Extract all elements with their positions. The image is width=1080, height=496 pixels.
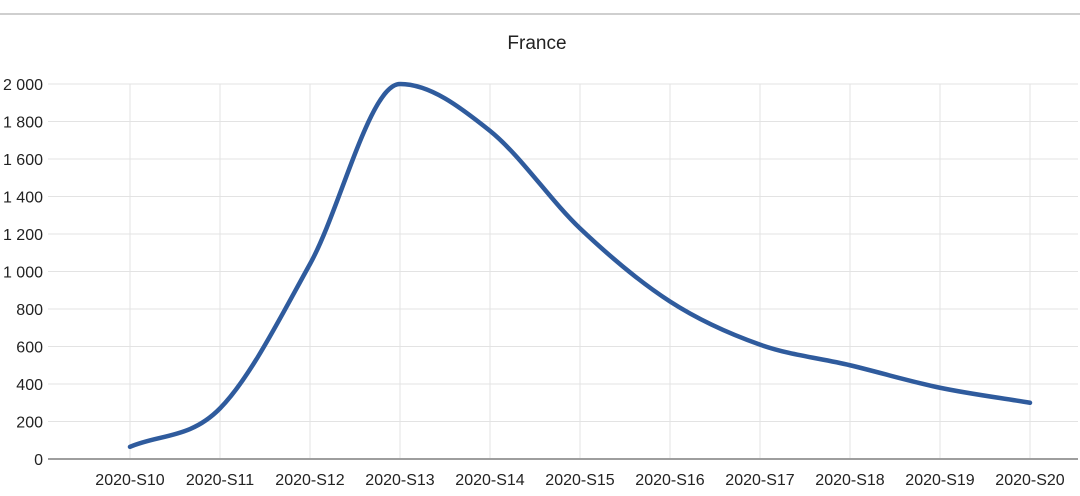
series-lines (127, 81, 1033, 450)
top-divider (0, 13, 1080, 15)
x-tick-label: 2020-S19 (905, 472, 974, 489)
y-axis-ticks: 0 200 400 600 800 1 000 1 200 1 400 1 600 1 800 2 … (3, 77, 43, 469)
y-tick-label: 600 (16, 340, 43, 357)
y-tick-label: 800 (16, 302, 43, 319)
x-tick-label: 2020-S17 (725, 472, 794, 489)
x-tick-label: 2020-S10 (95, 472, 164, 489)
x-tick-label: 2020-S11 (186, 472, 254, 489)
y-tick-label: 1 000 (3, 265, 43, 282)
y-tick-label: 1 800 (3, 115, 43, 132)
chart-title: France (507, 33, 566, 54)
x-tick-label: 2020-S16 (635, 472, 704, 489)
x-tick-label: 2020-S12 (275, 472, 344, 489)
grid-lines (48, 83, 1078, 459)
x-tick-label: 2020-S20 (995, 472, 1064, 489)
y-tick-label: 1 200 (3, 227, 43, 244)
x-tick-label: 2020-S15 (545, 472, 614, 489)
x-axis-ticks: 2020-S10 2020-S11 2020-S12 2020-S13 2020-S14… (95, 472, 1064, 489)
x-tick-label: 2020-S14 (455, 472, 524, 489)
y-tick-label: 1 400 (3, 190, 43, 207)
x-tick-label: 2020-S13 (365, 472, 434, 489)
y-tick-label: 2 000 (3, 77, 43, 94)
y-tick-label: 1 600 (3, 152, 43, 169)
series-line (127, 81, 1033, 450)
x-tick-label: 2020-S18 (815, 472, 884, 489)
y-tick-label: 400 (16, 377, 43, 394)
y-tick-label: 200 (16, 415, 43, 432)
y-tick-label: 0 (34, 452, 43, 469)
